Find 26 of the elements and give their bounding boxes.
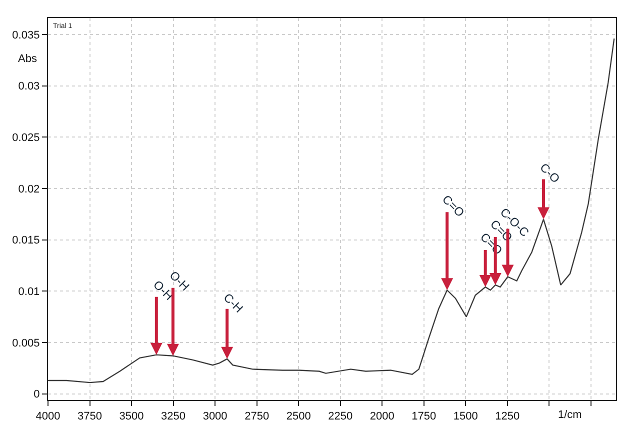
x-tick-label: 2250 <box>328 410 353 422</box>
x-tick-label: 2750 <box>244 410 270 422</box>
y-tick-label: 0.02 <box>18 183 40 196</box>
x-tick-label: 2000 <box>370 410 394 422</box>
y-tick-label: 0 <box>34 388 40 401</box>
x-tick-label: 3750 <box>78 410 102 422</box>
line-series <box>48 38 615 384</box>
y-tick-label: 0.01 <box>18 286 40 298</box>
y-tick-label: 0.03 <box>18 80 40 93</box>
x-tick-label: 1250 <box>495 410 520 422</box>
y-tick-label: 0.035 <box>12 29 40 42</box>
x-axis-title: 1/cm <box>558 409 582 421</box>
x-tick-label: 1750 <box>412 410 436 422</box>
x-tick-label: 3250 <box>161 410 186 422</box>
x-tick-label: 1500 <box>453 410 478 422</box>
y-axis-title: Abs <box>18 53 38 65</box>
annotation: C=O <box>440 192 468 220</box>
x-tick-label: 3500 <box>119 410 144 422</box>
annotation: C-H <box>220 290 246 316</box>
annotation: C-O <box>537 160 563 186</box>
x-tick-label: 2500 <box>286 410 311 422</box>
y-tick-label: 0.005 <box>12 337 40 350</box>
y-tick-label: 0.025 <box>12 132 40 144</box>
x-tick-label: 4000 <box>36 410 60 422</box>
x-tick-label: 3000 <box>202 410 228 422</box>
y-tick-label: 0.015 <box>12 234 40 247</box>
